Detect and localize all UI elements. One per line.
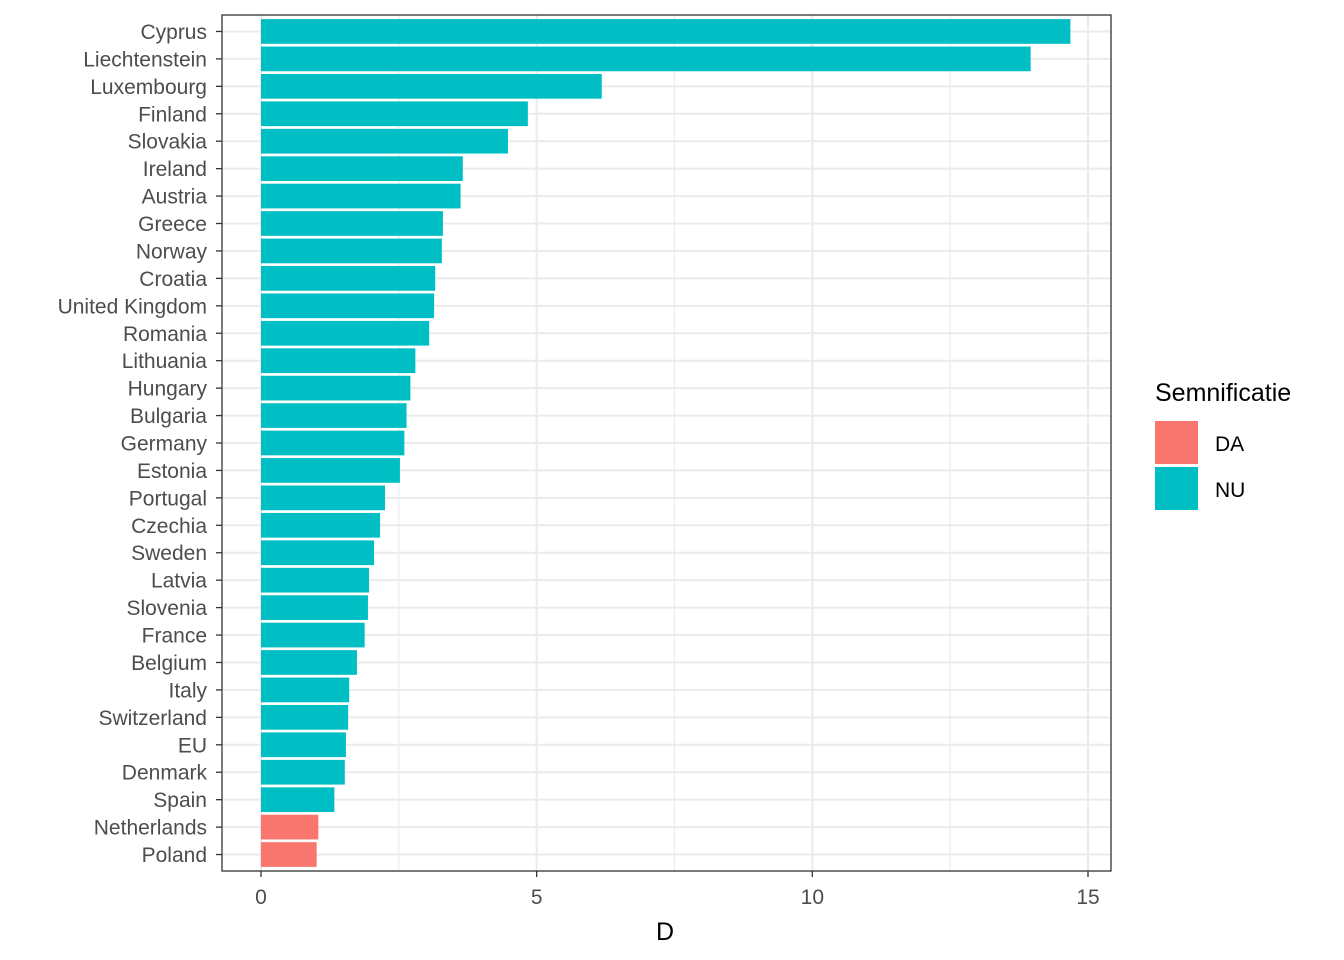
bar-italy bbox=[261, 677, 350, 703]
y-tick-label: Portugal bbox=[129, 487, 207, 510]
bar-united-kingdom bbox=[261, 293, 435, 319]
bar-bulgaria bbox=[261, 403, 407, 428]
bar-germany bbox=[261, 430, 405, 456]
x-tick-label: 15 bbox=[1076, 886, 1099, 909]
bar-poland bbox=[261, 842, 317, 867]
y-tick-label: Slovenia bbox=[126, 597, 207, 620]
y-tick-label: France bbox=[142, 625, 207, 648]
y-tick-label: Sweden bbox=[131, 542, 207, 565]
y-tick-label: Latvia bbox=[151, 570, 207, 593]
bar-portugal bbox=[261, 485, 386, 511]
y-tick-label: Finland bbox=[138, 103, 207, 126]
bar-sweden bbox=[261, 540, 375, 566]
grid bbox=[222, 15, 1111, 871]
y-tick-label: Norway bbox=[136, 240, 208, 263]
bar-netherlands bbox=[261, 814, 319, 840]
x-tick-label: 0 bbox=[255, 886, 267, 909]
bar-spain bbox=[261, 787, 335, 813]
bar-luxembourg bbox=[261, 73, 602, 99]
y-tick-label: Denmark bbox=[122, 762, 208, 785]
y-tick-label: Cyprus bbox=[140, 21, 207, 44]
y-tick-label: Czechia bbox=[131, 515, 207, 538]
y-tick-label: Switzerland bbox=[98, 707, 207, 730]
y-tick-label: United Kingdom bbox=[58, 295, 207, 318]
bar-switzerland bbox=[261, 705, 349, 730]
bar-hungary bbox=[261, 375, 411, 401]
legend-label: DA bbox=[1215, 433, 1244, 456]
y-tick-label: EU bbox=[178, 734, 207, 757]
y-tick-label: Spain bbox=[153, 789, 207, 812]
x-tick-label: 5 bbox=[531, 886, 543, 909]
bar-estonia bbox=[261, 458, 400, 483]
y-tick-label: Germany bbox=[121, 433, 208, 456]
bar-slovakia bbox=[261, 128, 508, 154]
bar-ireland bbox=[261, 156, 463, 181]
bars bbox=[261, 19, 1071, 867]
y-tick-label: Belgium bbox=[131, 652, 207, 675]
bar-norway bbox=[261, 238, 442, 264]
bar-czechia bbox=[261, 512, 381, 538]
bar-austria bbox=[261, 183, 461, 209]
bar-finland bbox=[261, 101, 528, 127]
legend-key bbox=[1155, 421, 1198, 464]
y-tick-label: Romania bbox=[123, 323, 207, 346]
bar-belgium bbox=[261, 650, 357, 675]
y-tick-label: Ireland bbox=[143, 158, 207, 181]
x-tick-label: 10 bbox=[801, 886, 824, 909]
y-tick-label: Italy bbox=[168, 679, 207, 702]
legend: Semnificatie DA NU bbox=[1155, 379, 1291, 510]
y-tick-label: Austria bbox=[142, 186, 208, 209]
bar-france bbox=[261, 622, 365, 648]
y-tick-label: Estonia bbox=[137, 460, 207, 483]
y-tick-label: Greece bbox=[138, 213, 207, 236]
y-tick-label: Liechtenstein bbox=[83, 48, 207, 71]
x-axis: 0 5 10 15 bbox=[255, 871, 1100, 909]
y-tick-label: Luxembourg bbox=[90, 76, 207, 99]
bar-eu bbox=[261, 732, 346, 758]
bar-latvia bbox=[261, 567, 370, 593]
bar-liechtenstein bbox=[261, 46, 1031, 72]
y-tick-label: Lithuania bbox=[122, 350, 208, 373]
y-axis: Poland Netherlands Spain Denmark EU Switzerla… bbox=[58, 21, 222, 867]
y-tick-label: Netherlands bbox=[94, 817, 207, 840]
legend-items: DA NU bbox=[1155, 421, 1245, 510]
legend-label: NU bbox=[1215, 479, 1245, 502]
x-axis-title: D bbox=[656, 918, 674, 946]
legend-key bbox=[1155, 467, 1198, 510]
bar-croatia bbox=[261, 266, 436, 291]
bar-denmark bbox=[261, 759, 345, 785]
bar-greece bbox=[261, 211, 443, 236]
y-tick-label: Croatia bbox=[139, 268, 207, 291]
bar-romania bbox=[261, 320, 430, 346]
bar-slovenia bbox=[261, 595, 368, 620]
bar-cyprus bbox=[261, 19, 1071, 44]
y-tick-label: Poland bbox=[142, 844, 207, 867]
y-tick-label: Slovakia bbox=[128, 131, 208, 154]
bar-lithuania bbox=[261, 348, 416, 374]
legend-title: Semnificatie bbox=[1155, 379, 1291, 407]
y-tick-label: Hungary bbox=[128, 378, 208, 401]
y-tick-label: Bulgaria bbox=[130, 405, 207, 428]
